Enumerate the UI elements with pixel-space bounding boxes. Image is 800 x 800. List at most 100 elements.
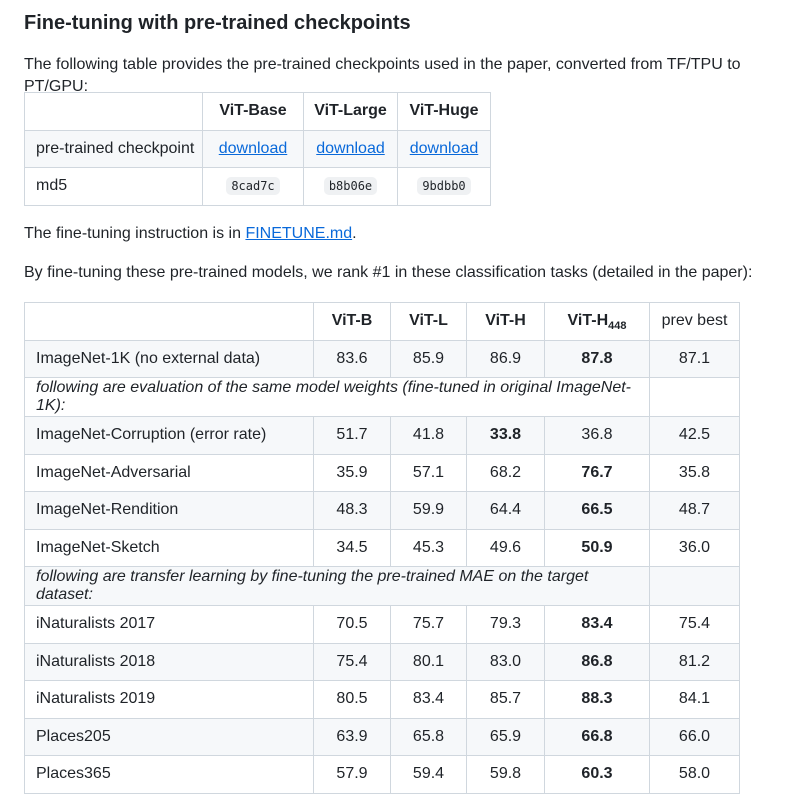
value-cell: 36.0	[649, 528, 740, 567]
table-row: ImageNet-1K (no external data) 83.6 85.9 86…	[24, 339, 740, 378]
value-cell: 51.7	[313, 416, 391, 455]
row-label: pre-trained checkpoint	[24, 129, 203, 168]
best-value: 50.9	[581, 538, 613, 556]
row-label: md5	[24, 167, 203, 206]
table-row: ImageNet-Rendition 48.3 59.9 64.4 66.5 48.7	[24, 491, 740, 530]
value-cell: 70.5	[313, 605, 391, 644]
value-cell: 57.9	[313, 755, 391, 794]
rank-text: By fine-tuning these pre-trained models,…	[24, 264, 753, 281]
header-cell: ViT-Large	[303, 92, 398, 131]
header-cell	[24, 92, 203, 131]
value-cell: 66.8	[544, 717, 650, 756]
value-cell: 50.9	[544, 528, 650, 567]
value-cell: 35.8	[649, 453, 740, 492]
section-note: following are evaluation of the same mod…	[24, 377, 650, 417]
value-cell: 75.7	[390, 605, 467, 644]
value-cell: 65.9	[466, 717, 545, 756]
value-cell: 84.1	[649, 680, 740, 719]
value-cell: 59.8	[466, 755, 545, 794]
value-cell: 80.5	[313, 680, 391, 719]
section-heading: Fine-tuning with pre-trained checkpoints	[24, 12, 411, 34]
value-cell: 35.9	[313, 453, 391, 492]
table-row: iNaturalists 2017 70.5 75.7 79.3 83.4 75.4	[24, 605, 740, 644]
row-label: ImageNet-Sketch	[24, 528, 314, 567]
best-value: 60.3	[581, 765, 613, 783]
best-value: 66.5	[581, 501, 613, 519]
value-cell: 68.2	[466, 453, 545, 492]
value-cell: 58.0	[649, 755, 740, 794]
row-label: iNaturalists 2018	[24, 642, 314, 681]
row-label: Places365	[24, 755, 314, 794]
table-row: pre-trained checkpoint download download…	[24, 129, 491, 168]
best-value: 88.3	[581, 690, 613, 708]
value-cell: 88.3	[544, 680, 650, 719]
value-cell: 59.9	[390, 491, 467, 530]
table-header-row: ViT-Base ViT-Large ViT-Huge	[24, 92, 491, 131]
row-label: ImageNet-1K (no external data)	[24, 339, 314, 378]
value-cell: 60.3	[544, 755, 650, 794]
download-link-vit-large[interactable]: download	[316, 139, 385, 157]
value-cell: 76.7	[544, 453, 650, 492]
table-header-row: ViT-B ViT-L ViT-H ViT-H448 prev best	[24, 302, 740, 341]
md5-code: 8cad7c	[226, 177, 280, 196]
value-cell: 63.9	[313, 717, 391, 756]
header-cell: prev best	[649, 302, 740, 341]
value-cell: 66.5	[544, 491, 650, 530]
table-row: ImageNet-Corruption (error rate) 51.7 41.8…	[24, 416, 740, 455]
best-value: 66.8	[581, 727, 613, 745]
value-cell: 83.4	[390, 680, 467, 719]
empty-cell	[649, 377, 740, 417]
value-cell: 85.9	[390, 339, 467, 378]
header-cell: ViT-L	[390, 302, 467, 341]
row-label: iNaturalists 2017	[24, 605, 314, 644]
value-cell: 79.3	[466, 605, 545, 644]
table-row: md5 8cad7c b8b06e 9bdbb0	[24, 167, 491, 206]
header-subscript: 448	[608, 320, 627, 333]
row-label: ImageNet-Adversarial	[24, 453, 314, 492]
section-note: following are transfer learning by fine-…	[24, 566, 650, 606]
checkpoints-table: ViT-Base ViT-Large ViT-Huge pre-trained …	[24, 92, 491, 206]
results-table: ViT-B ViT-L ViT-H ViT-H448 prev best Ima…	[24, 302, 740, 794]
row-label: Places205	[24, 717, 314, 756]
header-text: ViT-H	[567, 312, 609, 330]
value-cell: 41.8	[390, 416, 467, 455]
header-cell	[24, 302, 314, 341]
header-cell: ViT-Base	[202, 92, 304, 131]
download-link-vit-huge[interactable]: download	[409, 139, 479, 157]
row-label: iNaturalists 2019	[24, 680, 314, 719]
best-value: 87.8	[581, 349, 613, 367]
value-cell: 34.5	[313, 528, 391, 567]
header-cell: ViT-H448	[544, 302, 650, 341]
value-cell: 75.4	[649, 605, 740, 644]
finetune-text: The fine-tuning instruction is in FINETU…	[24, 223, 357, 245]
value-cell: 83.4	[544, 605, 650, 644]
header-cell: ViT-H	[466, 302, 545, 341]
value-cell: 59.4	[390, 755, 467, 794]
value-cell: 36.8	[544, 416, 650, 455]
value-cell: 80.1	[390, 642, 467, 681]
section-note-row: following are transfer learning by fine-…	[24, 566, 740, 606]
header-cell: ViT-B	[313, 302, 391, 341]
empty-cell	[649, 566, 740, 606]
value-cell: 45.3	[390, 528, 467, 567]
value-cell: 66.0	[649, 717, 740, 756]
finetune-md-link[interactable]: FINETUNE.md	[245, 225, 353, 242]
value-cell: 48.3	[313, 491, 391, 530]
value-cell: 33.8	[466, 416, 545, 455]
table-row: iNaturalists 2018 75.4 80.1 83.0 86.8 81.2	[24, 642, 740, 681]
best-value: 83.4	[581, 615, 613, 633]
header-cell: ViT-Huge	[397, 92, 491, 131]
value-cell: 87.8	[544, 339, 650, 378]
value-cell: 85.7	[466, 680, 545, 719]
md5-code: 9bdbb0	[417, 177, 471, 196]
table-row: ImageNet-Sketch 34.5 45.3 49.6 50.9 36.0	[24, 528, 740, 567]
value-cell: 83.0	[466, 642, 545, 681]
value-cell: 65.8	[390, 717, 467, 756]
value-cell: 64.4	[466, 491, 545, 530]
download-link-vit-base[interactable]: download	[218, 139, 288, 157]
value-cell: 86.8	[544, 642, 650, 681]
value-cell: 86.9	[466, 339, 545, 378]
value-cell: 48.7	[649, 491, 740, 530]
row-label: ImageNet-Rendition	[24, 491, 314, 530]
